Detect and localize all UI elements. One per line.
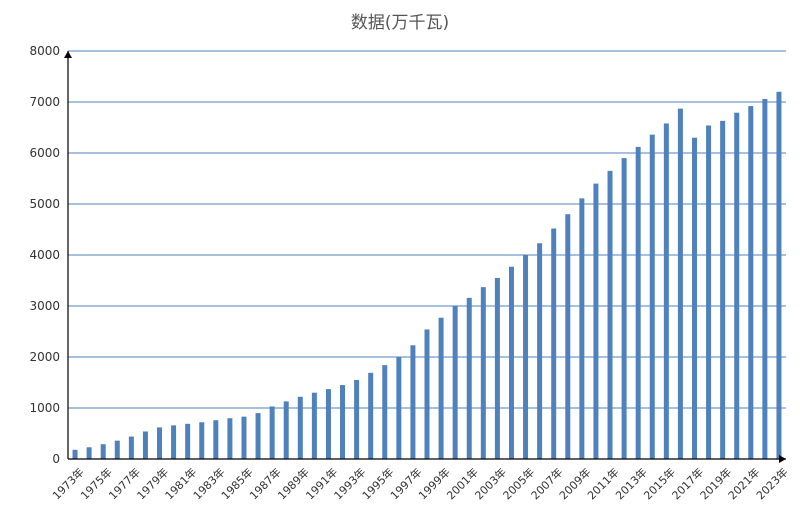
bar: [128, 436, 134, 459]
y-tick-label: 7000: [29, 95, 60, 109]
y-tick-label: 6000: [29, 146, 60, 160]
chart-title: 数据(万千瓦): [350, 13, 450, 33]
bar: [523, 255, 529, 459]
bar: [508, 266, 514, 459]
bar: [762, 98, 768, 459]
bar: [551, 228, 557, 459]
y-tick-label: 3000: [29, 299, 60, 313]
bar: [663, 123, 669, 460]
bar: [621, 158, 627, 459]
bar: [325, 389, 331, 459]
bar: [649, 134, 655, 459]
bar: [185, 423, 191, 459]
y-tick-label: 8000: [29, 44, 60, 58]
bar: [466, 297, 472, 459]
y-tick-label: 0: [52, 452, 60, 466]
bar: [691, 137, 697, 459]
bar: [157, 427, 163, 459]
bar: [213, 420, 219, 459]
bar: [114, 440, 120, 459]
bar: [340, 385, 346, 459]
bar: [199, 422, 205, 459]
bar: [494, 277, 500, 459]
bar: [227, 418, 233, 459]
bar: [635, 146, 641, 459]
bar: [142, 431, 148, 459]
x-tick-label: 2023年: [753, 465, 790, 502]
bar: [452, 306, 458, 459]
bar: [565, 214, 571, 459]
bar: [269, 406, 275, 459]
bar: [537, 243, 543, 459]
bar: [593, 183, 599, 459]
bar: [255, 413, 261, 459]
bar: [86, 447, 92, 459]
y-tick-label: 4000: [29, 248, 60, 262]
y-tick-label: 5000: [29, 197, 60, 211]
bar: [410, 345, 416, 459]
bar: [734, 112, 740, 460]
bar-layer: [72, 91, 782, 460]
bar: [283, 401, 289, 459]
bar: [354, 379, 360, 459]
y-tick-label: 1000: [29, 401, 60, 415]
bar: [424, 329, 430, 459]
y-tick-label: 2000: [29, 350, 60, 364]
bar: [480, 287, 486, 459]
bar: [297, 396, 303, 459]
bar: [396, 357, 402, 459]
bar: [368, 372, 374, 459]
bar: [241, 416, 247, 459]
bar: [748, 106, 754, 459]
bar: [311, 392, 317, 459]
bar: [776, 91, 782, 460]
bar: [171, 425, 177, 459]
bar: [607, 170, 613, 459]
bar: [72, 449, 78, 459]
bar: [706, 125, 712, 460]
axis-layer: [64, 51, 786, 463]
x-axis-arrow: [779, 455, 786, 463]
bar: [382, 365, 388, 459]
bar: [438, 317, 444, 459]
y-axis-arrow: [64, 51, 72, 58]
bar: [579, 198, 585, 459]
bar: [100, 444, 106, 459]
bar: [677, 108, 683, 459]
bar: [720, 120, 726, 460]
